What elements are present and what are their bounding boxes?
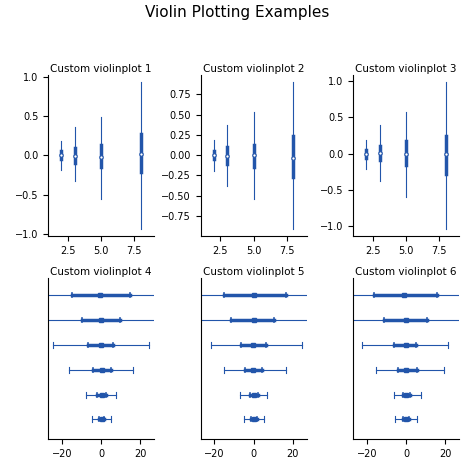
Title: Custom violinplot 3: Custom violinplot 3 (355, 64, 457, 74)
Title: Custom violinplot 5: Custom violinplot 5 (203, 267, 304, 277)
Title: Custom violinplot 2: Custom violinplot 2 (203, 64, 304, 74)
Title: Custom violinplot 6: Custom violinplot 6 (355, 267, 457, 277)
Text: Violin Plotting Examples: Violin Plotting Examples (145, 5, 329, 20)
Title: Custom violinplot 4: Custom violinplot 4 (50, 267, 152, 277)
Title: Custom violinplot 1: Custom violinplot 1 (50, 64, 152, 74)
